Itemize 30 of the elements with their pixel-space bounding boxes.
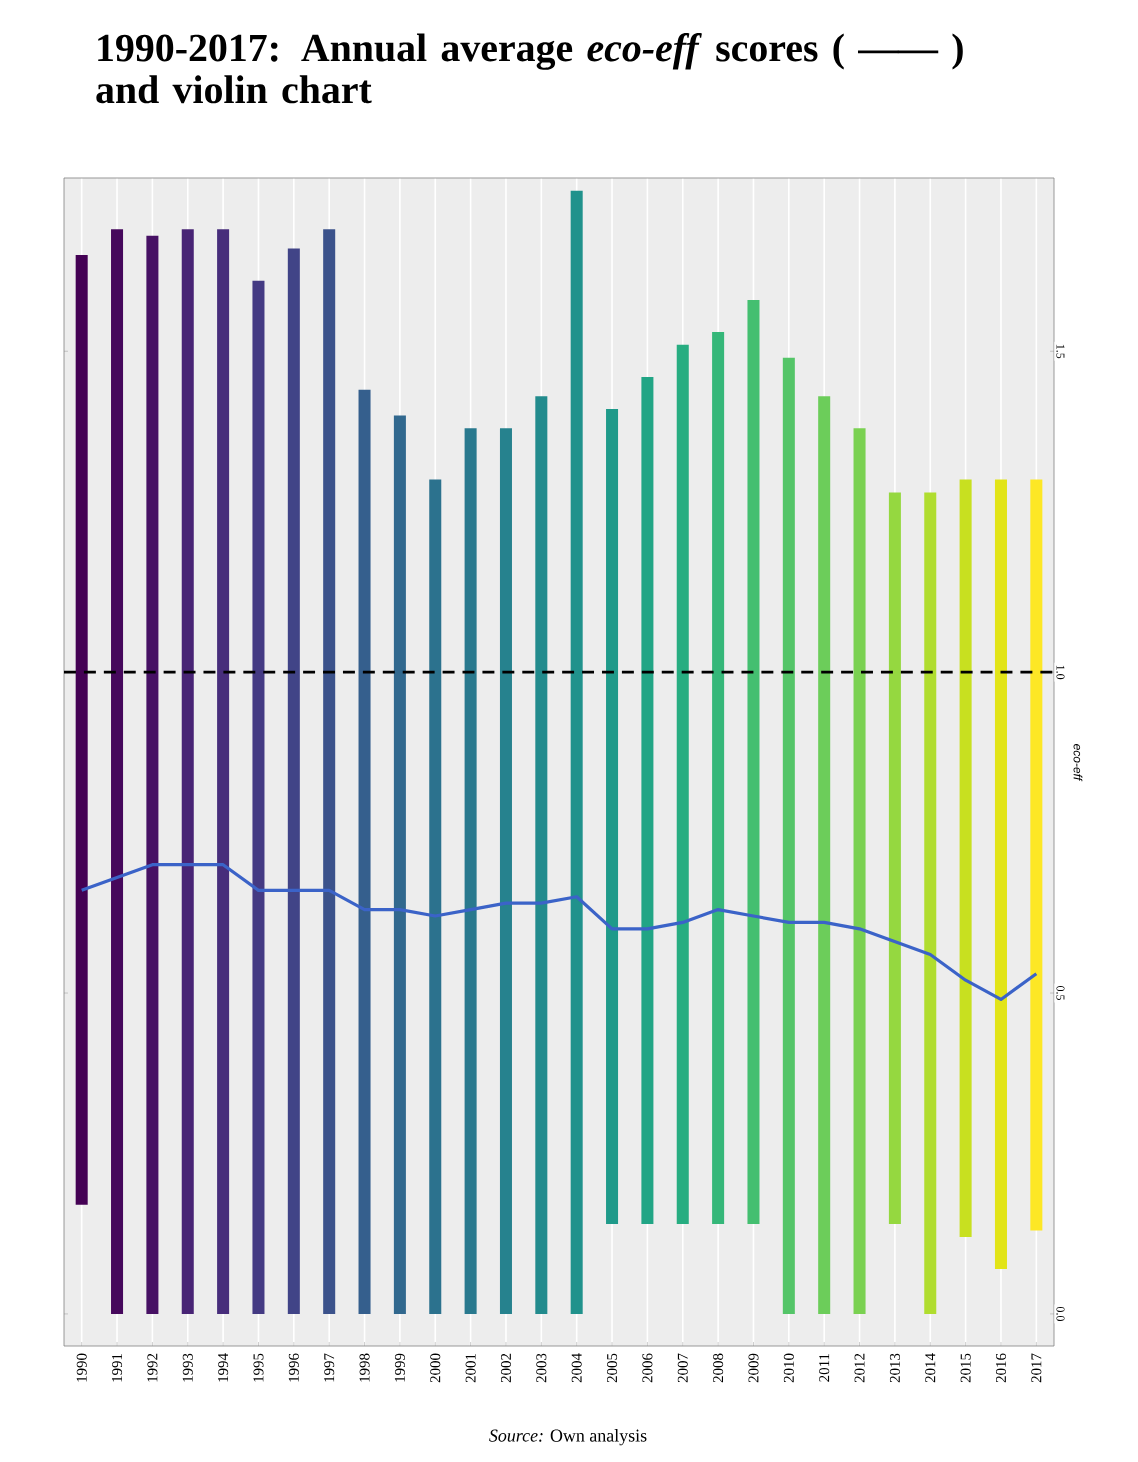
chart-title: 1990-2017: Annual average eco-eff scores ( —— ) and violin chart: [96, 33, 963, 104]
bar: [747, 299, 760, 1225]
bar: [782, 357, 795, 1314]
bar: [641, 376, 654, 1225]
bar: [111, 229, 124, 1314]
bar: [464, 428, 477, 1314]
bar: [181, 229, 194, 1314]
bar: [323, 229, 336, 1314]
bar: [959, 479, 972, 1237]
bar: [712, 332, 725, 1225]
bar: [570, 190, 583, 1314]
bar: [252, 280, 265, 1314]
bar: [606, 409, 619, 1225]
bar: [1030, 479, 1043, 1231]
bar: [429, 479, 442, 1314]
bar: [146, 235, 159, 1314]
bar: [217, 229, 230, 1314]
bar: [853, 428, 866, 1314]
bar: [924, 492, 937, 1314]
bar: [994, 479, 1007, 1269]
bar: [287, 248, 300, 1314]
bar: [535, 396, 548, 1314]
bar: [818, 396, 831, 1314]
bar: [499, 428, 512, 1314]
bar: [888, 492, 901, 1225]
bar: [75, 255, 88, 1205]
bar: [393, 415, 406, 1314]
bar: [358, 389, 371, 1314]
text: Source: Own analysis: [489, 1429, 647, 1446]
bar: [676, 344, 689, 1225]
